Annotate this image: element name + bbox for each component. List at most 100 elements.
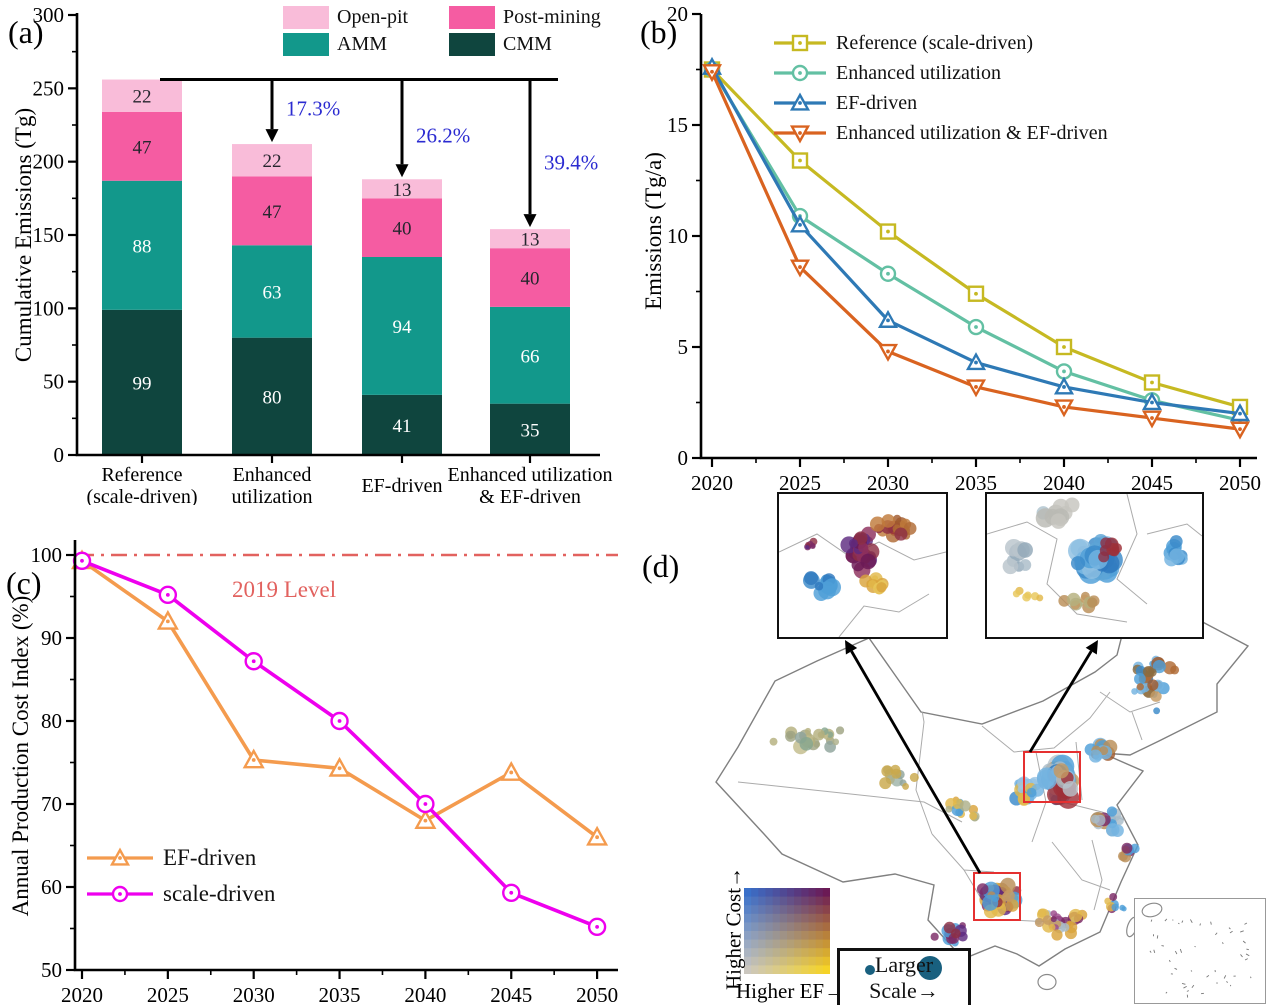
island-mark bbox=[1190, 919, 1193, 923]
scatter-cluster bbox=[1084, 737, 1118, 763]
tick-label: 41 bbox=[393, 416, 412, 437]
map-dot bbox=[1152, 660, 1166, 674]
island-mark bbox=[1153, 949, 1156, 953]
legend-label: AMM bbox=[337, 33, 388, 55]
legend2d-cell bbox=[801, 939, 809, 949]
legend2d-cell bbox=[765, 905, 774, 915]
map-dot bbox=[1050, 910, 1058, 917]
map-dot bbox=[1062, 781, 1079, 797]
inset-boundary bbox=[1116, 494, 1148, 605]
marker-center-dot bbox=[886, 271, 890, 276]
legend2d-cell bbox=[772, 939, 781, 949]
marker-center-dot bbox=[1150, 400, 1154, 405]
bar-segment bbox=[102, 309, 182, 455]
legend2d-cell bbox=[801, 931, 809, 941]
legend2d-cell bbox=[751, 956, 759, 966]
y-axis-title-c: Annual Production Cost Index (%) bbox=[8, 595, 33, 917]
axes bbox=[75, 13, 600, 457]
map-dot bbox=[823, 578, 842, 597]
marker-center-dot bbox=[798, 41, 802, 45]
legend2d-cell bbox=[779, 956, 788, 966]
legend2d-cell bbox=[751, 896, 759, 906]
legend2d-cell bbox=[822, 956, 831, 966]
legend-label: EF-driven bbox=[163, 845, 257, 870]
island-mark bbox=[1206, 975, 1210, 978]
legend2d-cell bbox=[765, 948, 774, 958]
tick-label: 60 bbox=[41, 875, 62, 899]
bar-segment bbox=[362, 179, 442, 199]
map-dot bbox=[1017, 542, 1033, 558]
tick-label: 2050 bbox=[576, 983, 618, 1005]
legend2d-cell bbox=[779, 931, 788, 941]
large-scale-dot bbox=[918, 956, 942, 980]
legend2d-cell bbox=[765, 956, 774, 966]
map-dot bbox=[1121, 906, 1127, 912]
line-chart-cost-index: 50 60 70 80 90 100 2020 2025 2030 2035 2040 2045 205… bbox=[31, 540, 618, 1005]
map-dot bbox=[902, 782, 910, 790]
marker-center-dot bbox=[798, 265, 802, 269]
island-mark bbox=[1229, 930, 1233, 934]
map-dot bbox=[1099, 746, 1109, 756]
arrow-head bbox=[523, 214, 537, 228]
tick-label: 2030 bbox=[233, 983, 275, 1005]
map-dot bbox=[804, 571, 819, 586]
tick-label: 50 bbox=[43, 370, 64, 394]
legend-item-post-mining: Post-mining bbox=[449, 6, 601, 29]
legend2d-cell bbox=[765, 896, 774, 906]
legend2d-cell bbox=[758, 956, 766, 966]
map-dot bbox=[1035, 508, 1056, 528]
legend2d-cell bbox=[808, 965, 817, 975]
inset-boundary bbox=[838, 593, 930, 637]
marker-center-dot bbox=[798, 71, 802, 75]
legend2d-cell bbox=[744, 888, 752, 898]
map-dot bbox=[930, 932, 939, 941]
map-dot bbox=[945, 805, 953, 813]
legend2d-cell bbox=[751, 922, 759, 932]
map-dot bbox=[881, 765, 894, 777]
map-dot bbox=[1153, 707, 1161, 715]
marker-center-dot bbox=[1150, 380, 1154, 385]
island-mark bbox=[1246, 948, 1249, 951]
legend2d-cell bbox=[815, 939, 824, 949]
series-scale-driven bbox=[72, 551, 607, 937]
map-dot bbox=[1111, 903, 1119, 912]
legend2d-cell bbox=[758, 939, 766, 949]
map-dot bbox=[1026, 787, 1037, 798]
legend2d-cell bbox=[758, 888, 766, 898]
legend-item-open-pit: Open-pit bbox=[283, 6, 445, 29]
scatter-cluster bbox=[1034, 908, 1088, 941]
tick-label: 63 bbox=[263, 282, 282, 303]
legend-label: Enhanced utilization bbox=[836, 61, 1001, 84]
china-map-scatter bbox=[715, 587, 1250, 991]
arrow-head bbox=[1085, 640, 1098, 655]
tick-label: 100 bbox=[33, 296, 65, 320]
tick-label: Enhanced utilization bbox=[448, 464, 613, 486]
province-line bbox=[981, 691, 1111, 753]
panel-letter-d: (d) bbox=[642, 548, 680, 584]
legend2d-cell bbox=[779, 948, 788, 958]
series-ef-driven bbox=[70, 549, 609, 846]
tick-label: 40 bbox=[521, 269, 540, 290]
legend2d-cell bbox=[758, 965, 766, 975]
tick-label: 99 bbox=[133, 373, 152, 394]
marker-center-dot bbox=[1062, 345, 1066, 349]
map-dot bbox=[1169, 535, 1183, 548]
map-dot bbox=[799, 737, 814, 751]
map-dot bbox=[1109, 893, 1118, 901]
legend2d-cell bbox=[751, 888, 759, 898]
tick-label: 2035 bbox=[319, 983, 361, 1005]
province-line bbox=[1131, 711, 1143, 741]
legend-label: Post-mining bbox=[503, 6, 601, 28]
bar-segment bbox=[490, 306, 570, 404]
axes bbox=[73, 540, 618, 972]
map-dot bbox=[1134, 673, 1146, 685]
legend-item-amm: AMM bbox=[283, 33, 445, 56]
legend2d-cell bbox=[815, 905, 824, 915]
tick-label: utilization bbox=[231, 486, 312, 505]
legend2d-cell bbox=[808, 948, 817, 958]
legend-marker bbox=[774, 125, 826, 144]
marker-center-dot bbox=[974, 291, 978, 296]
map-dot bbox=[854, 531, 868, 545]
legend2d-cell bbox=[772, 888, 781, 898]
